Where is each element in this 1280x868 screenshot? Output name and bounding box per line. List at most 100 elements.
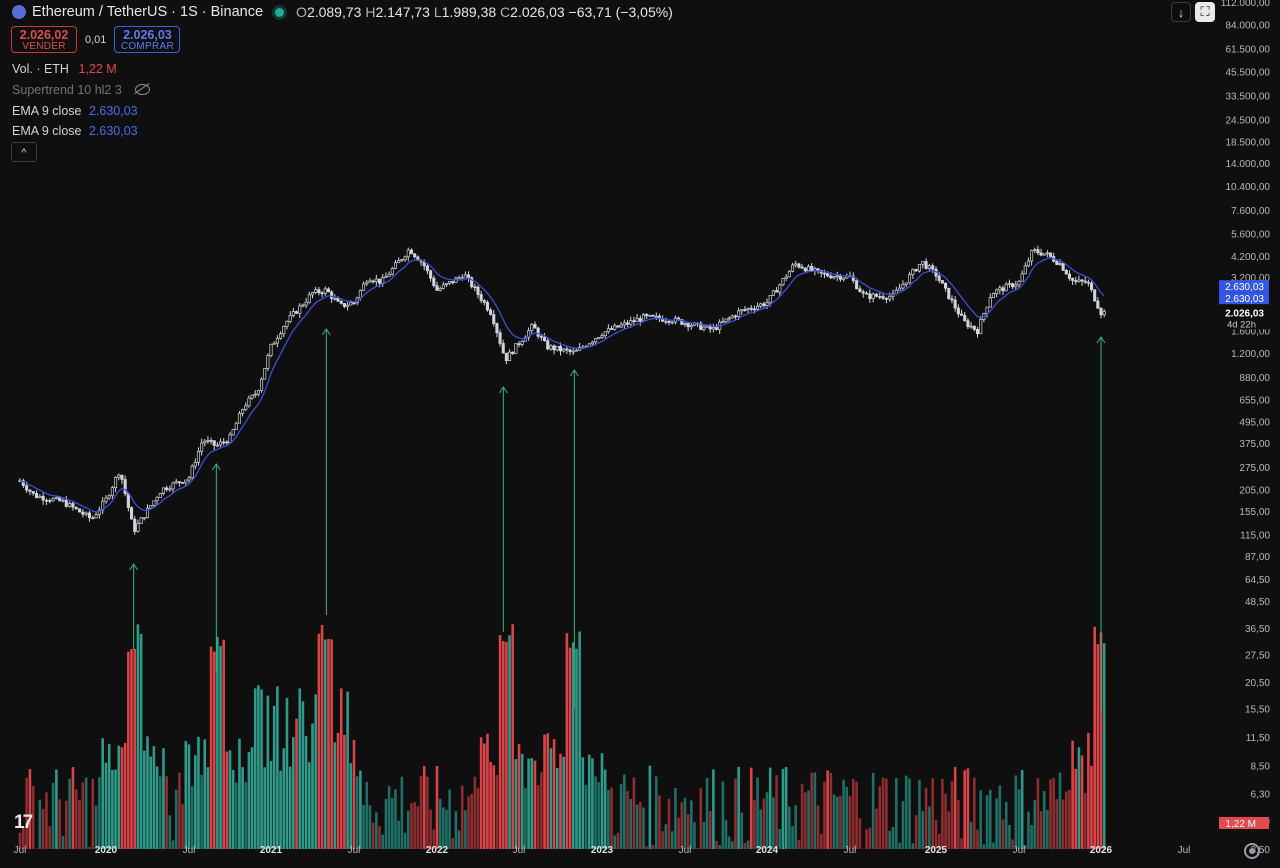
arrow-down-icon[interactable]: ↓ bbox=[1171, 2, 1191, 22]
candle-body bbox=[38, 495, 42, 498]
candle-body bbox=[275, 338, 279, 344]
countdown-label: 4d 22h bbox=[1227, 319, 1256, 330]
ethereum-logo-icon bbox=[12, 5, 26, 19]
volume-bar bbox=[257, 685, 260, 849]
volume-bar bbox=[197, 736, 200, 849]
gear-icon[interactable] bbox=[1244, 843, 1260, 859]
candle-body bbox=[58, 497, 62, 502]
volume-bar bbox=[61, 835, 65, 849]
x-tick-label: Jul bbox=[844, 845, 857, 856]
candle-body bbox=[565, 348, 569, 351]
candle-body bbox=[444, 283, 449, 286]
candle-body bbox=[489, 309, 493, 315]
candle-body bbox=[638, 318, 642, 322]
candle-body bbox=[549, 345, 553, 350]
candle-body bbox=[333, 297, 337, 300]
volume-bar bbox=[1058, 772, 1062, 849]
sell-button[interactable]: 2.026,02 VENDER bbox=[11, 26, 77, 53]
candle-body bbox=[193, 462, 197, 467]
volume-bar bbox=[272, 705, 276, 849]
x-tick-label: Jul bbox=[1013, 845, 1026, 856]
volume-bar bbox=[826, 770, 829, 849]
volume-bar bbox=[333, 742, 337, 849]
time-axis[interactable]: Jul 2020 Jul 2021 Jul 2022 Jul 2023 Jul 2024 Jul 20… bbox=[14, 845, 1191, 856]
volume-bar bbox=[718, 845, 721, 849]
candle-body bbox=[448, 281, 452, 284]
volume-bar bbox=[797, 840, 801, 849]
candle-body bbox=[54, 497, 58, 499]
volume-bar bbox=[107, 743, 111, 849]
legend-volume[interactable]: Vol. · ETH 1,22 M bbox=[12, 62, 117, 76]
candle-body bbox=[937, 275, 941, 281]
volume-bar bbox=[765, 792, 769, 849]
volume-bar bbox=[139, 634, 143, 849]
volume-bar bbox=[895, 777, 898, 849]
candle-body bbox=[953, 299, 957, 309]
volume-bar bbox=[800, 783, 804, 849]
legend-ema-1[interactable]: EMA 9 close 2.630,03 bbox=[12, 104, 138, 118]
candle-body bbox=[705, 325, 709, 328]
volume-bar bbox=[479, 737, 483, 849]
volume-bar bbox=[928, 806, 931, 849]
volume-bar bbox=[600, 753, 604, 849]
candle-body bbox=[1036, 249, 1040, 254]
candle-body bbox=[342, 303, 346, 307]
candle-body bbox=[228, 434, 232, 443]
volume-bar bbox=[753, 799, 756, 849]
legend-ema-2[interactable]: EMA 9 close 2.630,03 bbox=[12, 124, 138, 138]
candle-body bbox=[352, 302, 356, 304]
volume-bar bbox=[924, 787, 928, 849]
volume-bar bbox=[282, 748, 286, 849]
volume-bar bbox=[1099, 632, 1103, 849]
candle-body bbox=[914, 269, 918, 272]
candle-body bbox=[759, 303, 763, 307]
volume-bar bbox=[813, 772, 817, 849]
candle-body bbox=[432, 277, 436, 286]
buy-button[interactable]: 2.026,03 COMPRAR bbox=[114, 26, 181, 53]
volume-histogram bbox=[18, 624, 1106, 849]
volume-bar bbox=[146, 736, 149, 849]
close-value: 2.026,03 bbox=[510, 4, 565, 20]
camera-icon[interactable]: ⛶ bbox=[1195, 2, 1215, 22]
candle-body bbox=[145, 507, 150, 519]
candle-body bbox=[733, 315, 738, 318]
candle-body bbox=[368, 280, 372, 283]
hidden-eye-icon[interactable] bbox=[135, 84, 151, 95]
candle-body bbox=[1011, 283, 1015, 288]
candle-body bbox=[304, 301, 308, 306]
tradingview-logo-icon[interactable]: 17 bbox=[14, 812, 33, 833]
chevron-up-icon[interactable]: ^ bbox=[11, 142, 37, 162]
candle-body bbox=[822, 272, 827, 275]
buy-label: COMPRAR bbox=[120, 41, 175, 52]
legend-supertrend[interactable]: Supertrend 10 hl2 3 bbox=[12, 83, 151, 97]
candle-body bbox=[320, 292, 324, 295]
volume-bar bbox=[120, 747, 124, 849]
candle-body bbox=[374, 278, 378, 282]
candle-body bbox=[110, 487, 114, 497]
candle-body bbox=[546, 340, 550, 350]
volume-bar bbox=[266, 695, 270, 849]
volume-bar bbox=[464, 810, 467, 849]
candle-body bbox=[479, 294, 483, 301]
volume-bar bbox=[708, 811, 712, 849]
volume-bar bbox=[133, 648, 137, 849]
volume-bar bbox=[269, 761, 273, 849]
volume-bar bbox=[419, 775, 423, 849]
volume-bar bbox=[445, 809, 448, 849]
volume-bar bbox=[988, 789, 992, 849]
volume-bar bbox=[810, 772, 813, 849]
volume-bar bbox=[222, 639, 225, 849]
candle-body bbox=[944, 282, 948, 289]
price-axis[interactable]: 112.000,00 84.000,00 61.500,00 45.500,00 33.… bbox=[1221, 0, 1271, 856]
volume-bar bbox=[149, 756, 152, 849]
candle-body bbox=[888, 295, 892, 300]
volume-bar bbox=[1046, 810, 1049, 849]
symbol-title[interactable]: Ethereum / TetherUS · 1S · Binance bbox=[32, 4, 264, 20]
volume-bar bbox=[1024, 845, 1027, 849]
candle-body bbox=[721, 321, 725, 323]
candle-body bbox=[670, 321, 674, 324]
volume-bar bbox=[514, 759, 518, 849]
volume-bar bbox=[68, 778, 71, 849]
volume-bar bbox=[410, 803, 413, 849]
